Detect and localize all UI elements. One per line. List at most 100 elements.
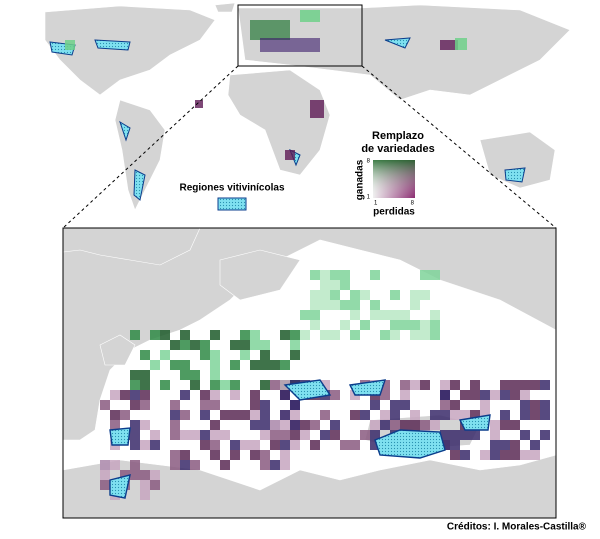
raster-cell <box>170 420 180 430</box>
raster-cell <box>210 440 220 450</box>
raster-cell <box>420 330 430 340</box>
raster-cell <box>130 440 140 450</box>
raster-cell <box>470 380 480 390</box>
y-tick: 8 <box>367 159 371 165</box>
raster-cell <box>280 360 290 370</box>
raster-cell <box>350 410 360 420</box>
raster-cell <box>460 410 470 420</box>
raster-cell <box>490 430 500 440</box>
raster-cell <box>460 390 470 400</box>
raster-cell <box>200 400 210 410</box>
raster-cell <box>430 330 440 340</box>
raster-cell <box>330 290 340 300</box>
raster-cell <box>540 430 550 440</box>
raster-cell <box>520 380 530 390</box>
raster-cell <box>270 440 280 450</box>
regions-swatch <box>217 197 247 211</box>
raster-cell <box>360 430 370 440</box>
raster-cell <box>150 360 160 370</box>
raster-cell <box>480 390 490 400</box>
raster-cell <box>320 380 330 390</box>
raster-cell <box>350 310 360 320</box>
raster-cell <box>390 290 400 300</box>
raster-cell <box>330 390 340 400</box>
raster-cell <box>170 410 180 420</box>
raster-cell <box>290 430 300 440</box>
legend-title: de variedades <box>361 143 434 155</box>
raster-cell <box>160 350 170 360</box>
raster-cell <box>470 390 480 400</box>
legend: Remplazo de variedades ganadas 8 1 1 8 p… <box>179 130 434 218</box>
raster-cell <box>240 440 250 450</box>
raster-cell <box>130 380 140 390</box>
raster-cell <box>430 410 440 420</box>
raster-cell <box>270 360 280 370</box>
raster-cell <box>250 420 260 430</box>
raster-cell <box>360 410 370 420</box>
raster-cell <box>530 450 540 460</box>
raster-cell <box>410 330 420 340</box>
raster-cell <box>370 310 380 320</box>
raster-cell <box>380 380 390 390</box>
raster-cell <box>340 440 350 450</box>
raster-cell <box>470 410 480 420</box>
raster-cell <box>210 360 220 370</box>
raster-cell <box>260 360 270 370</box>
raster-cell <box>430 310 440 320</box>
raster-cell <box>450 450 460 460</box>
raster-cell <box>370 270 380 280</box>
raster-cell <box>220 430 230 440</box>
legend-title: Remplazo <box>372 130 424 142</box>
raster-cell <box>530 440 540 450</box>
raster-cell <box>360 290 370 300</box>
raster-cell <box>250 450 260 460</box>
raster-cell <box>500 380 510 390</box>
raster-cell <box>290 400 300 410</box>
raster-cell <box>330 430 340 440</box>
raster-cell <box>410 320 420 330</box>
raster-cell <box>530 410 540 420</box>
raster-cell <box>280 390 290 400</box>
raster-cell <box>310 420 320 430</box>
raster-cell <box>300 310 310 320</box>
raster-cell <box>240 340 250 350</box>
raster-cell <box>150 330 160 340</box>
raster-cell <box>280 330 290 340</box>
raster-cell <box>190 370 200 380</box>
raster-cell <box>520 390 530 400</box>
raster-cell <box>180 330 190 340</box>
raster-cell <box>300 430 310 440</box>
raster-cell <box>170 360 180 370</box>
raster-cell <box>510 380 520 390</box>
raster-cell <box>310 270 320 280</box>
raster-cell <box>290 420 300 430</box>
raster-cell <box>350 300 360 310</box>
raster-cell <box>450 410 460 420</box>
raster-cell <box>280 460 290 470</box>
raster-cell <box>320 330 330 340</box>
regions-label: Regiones vitivinícolas <box>179 183 284 194</box>
raster-cell <box>260 450 270 460</box>
raster-cell <box>330 330 340 340</box>
raster-cell <box>490 440 500 450</box>
raster-cell <box>200 390 210 400</box>
raster-cell <box>100 470 110 480</box>
raster-cell <box>420 420 430 430</box>
raster-cell <box>380 420 390 430</box>
raster-cell <box>230 410 240 420</box>
raster-cell <box>200 340 210 350</box>
raster-cell <box>140 350 150 360</box>
raster-cell <box>260 420 270 430</box>
raster-cell <box>220 380 230 390</box>
raster-cell <box>120 390 130 400</box>
raster-cell <box>270 420 280 430</box>
raster-cell <box>460 430 470 440</box>
raster-cell <box>290 350 300 360</box>
raster-cell <box>440 410 450 420</box>
raster-cell <box>210 370 220 380</box>
raster-cell <box>130 420 140 430</box>
raster-cell <box>390 310 400 320</box>
raster-cell <box>370 440 380 450</box>
raster-cell <box>200 430 210 440</box>
raster-cell <box>540 380 550 390</box>
